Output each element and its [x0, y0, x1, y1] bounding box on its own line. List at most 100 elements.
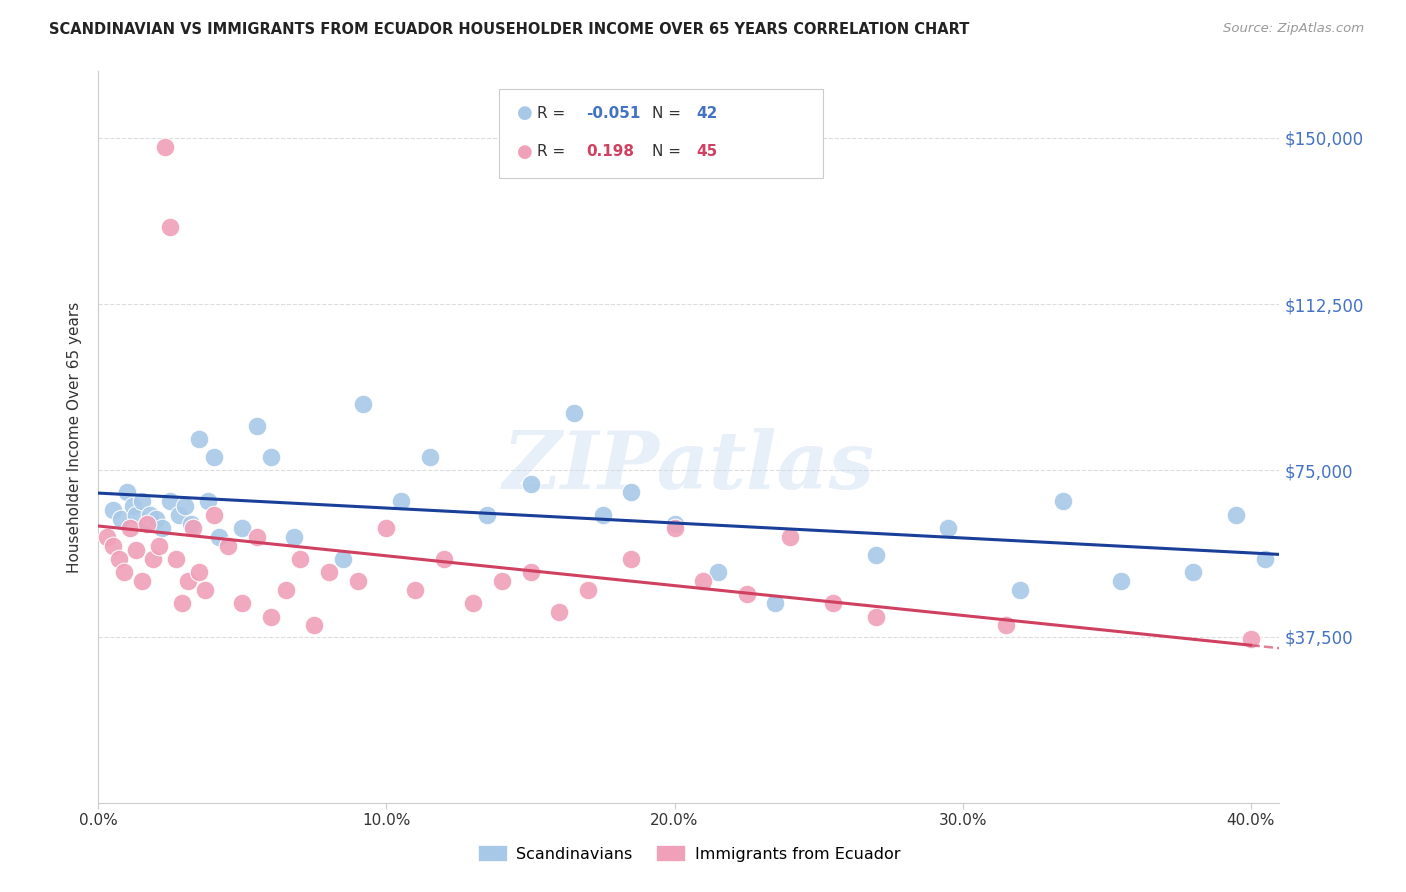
Point	[125, 543, 148, 558]
Point	[101, 539, 124, 553]
Point	[173, 499, 195, 513]
Text: -0.051: -0.051	[586, 106, 641, 120]
Point	[620, 485, 643, 500]
Point	[692, 574, 714, 589]
Point	[177, 574, 200, 589]
Text: ●: ●	[517, 104, 533, 122]
Point	[122, 499, 145, 513]
Point	[202, 508, 225, 522]
Text: 42: 42	[696, 106, 717, 120]
Point	[865, 609, 887, 624]
Point	[389, 494, 412, 508]
Point	[461, 596, 484, 610]
Point	[332, 552, 354, 566]
Point	[167, 508, 190, 522]
Point	[821, 596, 844, 610]
Point	[664, 521, 686, 535]
Text: 0.198: 0.198	[586, 145, 634, 159]
Point	[153, 139, 176, 153]
Point	[346, 574, 368, 589]
Point	[404, 582, 426, 597]
Point	[936, 521, 959, 535]
Point	[576, 582, 599, 597]
Point	[202, 450, 225, 464]
Point	[260, 609, 283, 624]
Point	[246, 530, 269, 544]
Text: ZIPatlas: ZIPatlas	[503, 427, 875, 505]
Point	[217, 539, 239, 553]
Point	[562, 406, 585, 420]
Point	[491, 574, 513, 589]
Point	[180, 516, 202, 531]
Point	[763, 596, 786, 610]
Point	[110, 512, 132, 526]
Point	[136, 516, 159, 531]
Point	[433, 552, 456, 566]
Text: N =: N =	[652, 106, 686, 120]
Point	[194, 582, 217, 597]
Point	[1254, 552, 1277, 566]
Point	[620, 552, 643, 566]
Text: 45: 45	[696, 145, 717, 159]
Y-axis label: Householder Income Over 65 years: Householder Income Over 65 years	[67, 301, 83, 573]
Point	[145, 512, 167, 526]
Point	[288, 552, 311, 566]
Text: R =: R =	[537, 106, 571, 120]
Point	[208, 530, 231, 544]
Point	[170, 596, 193, 610]
Point	[188, 566, 211, 580]
Point	[283, 530, 305, 544]
Point	[1109, 574, 1132, 589]
Point	[1052, 494, 1074, 508]
Point	[136, 516, 159, 531]
Point	[706, 566, 728, 580]
Point	[231, 596, 253, 610]
Point	[1240, 632, 1263, 646]
Point	[139, 508, 162, 522]
Point	[125, 508, 148, 522]
Point	[1182, 566, 1205, 580]
Point	[352, 397, 374, 411]
Point	[112, 566, 135, 580]
Text: SCANDINAVIAN VS IMMIGRANTS FROM ECUADOR HOUSEHOLDER INCOME OVER 65 YEARS CORRELA: SCANDINAVIAN VS IMMIGRANTS FROM ECUADOR …	[49, 22, 970, 37]
Point	[131, 574, 153, 589]
Point	[165, 552, 187, 566]
Point	[548, 605, 571, 619]
Point	[148, 539, 170, 553]
Point	[318, 566, 340, 580]
Point	[779, 530, 801, 544]
Point	[477, 508, 499, 522]
Point	[159, 219, 181, 234]
Point	[735, 587, 758, 601]
Point	[96, 530, 118, 544]
Point	[519, 566, 541, 580]
Point	[375, 521, 398, 535]
Point	[592, 508, 614, 522]
Point	[231, 521, 253, 535]
Point	[519, 476, 541, 491]
Point	[101, 503, 124, 517]
Point	[664, 516, 686, 531]
Point	[115, 485, 138, 500]
Point	[159, 494, 181, 508]
Point	[865, 548, 887, 562]
Text: R =: R =	[537, 145, 575, 159]
Point	[183, 521, 205, 535]
Text: Source: ZipAtlas.com: Source: ZipAtlas.com	[1223, 22, 1364, 36]
Legend: Scandinavians, Immigrants from Ecuador: Scandinavians, Immigrants from Ecuador	[471, 838, 907, 868]
Point	[274, 582, 297, 597]
Point	[131, 494, 153, 508]
Point	[304, 618, 326, 632]
Point	[1010, 582, 1032, 597]
Point	[120, 521, 142, 535]
Point	[142, 552, 165, 566]
Point	[994, 618, 1017, 632]
Point	[246, 419, 269, 434]
Point	[197, 494, 219, 508]
Point	[107, 552, 129, 566]
Point	[150, 521, 173, 535]
Point	[419, 450, 441, 464]
Text: ●: ●	[517, 143, 533, 161]
Point	[1225, 508, 1247, 522]
Point	[188, 432, 211, 446]
